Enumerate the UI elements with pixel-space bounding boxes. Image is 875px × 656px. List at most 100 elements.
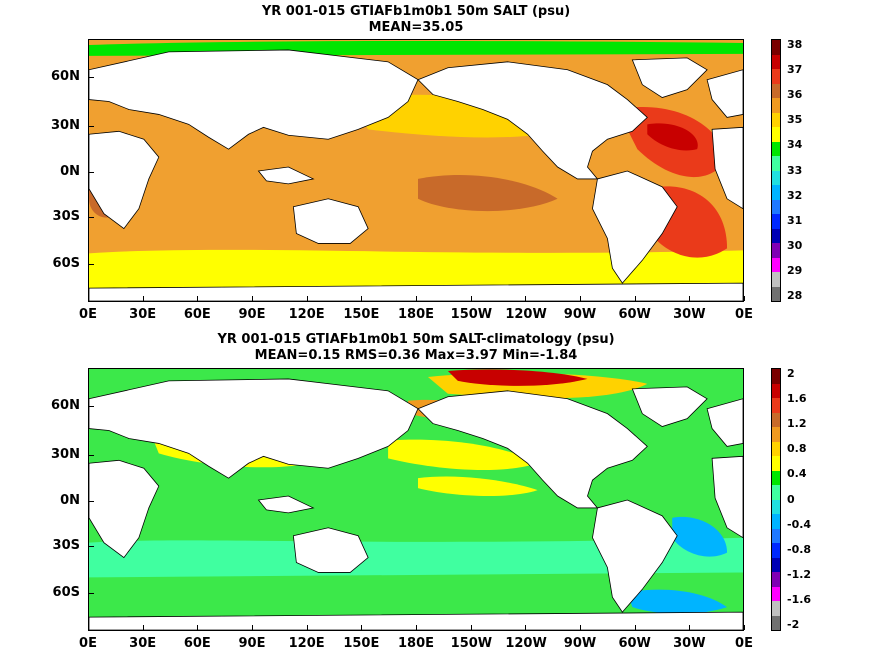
lat-tick (89, 500, 94, 502)
salinity-contour-0 (89, 249, 743, 291)
lon-label: 120W (505, 307, 547, 322)
lon-tick (689, 625, 691, 630)
panel2-title-line2: MEAN=0.15 RMS=0.36 Max=3.97 Min=-1.84 (254, 348, 578, 363)
landmass-2 (592, 170, 678, 284)
colorbar-label: 1.6 (787, 392, 807, 406)
lon-tick (142, 296, 144, 301)
colorbar-swatch (772, 615, 780, 630)
colorbar-swatch (772, 199, 780, 214)
lat-label-60S: 60S (52, 584, 80, 600)
landmass-1 (631, 386, 708, 427)
colorbar-label: 36 (787, 88, 803, 102)
lon-label: 150E (343, 307, 380, 322)
lon-tick (197, 625, 199, 630)
colorbar-swatch (772, 427, 780, 442)
colorbar-swatch (772, 528, 780, 543)
lat-label-30S: 30S (52, 537, 80, 553)
colorbar-swatch (772, 170, 780, 185)
lat-label-30S: 30S (52, 208, 80, 224)
colorbar-label: -2 (787, 618, 800, 631)
lon-label: 120E (288, 307, 325, 322)
lon-tick (744, 296, 745, 301)
lon-label: 60W (618, 636, 651, 651)
colorbar-swatch (772, 441, 780, 456)
colorbar-label: 30 (787, 238, 803, 252)
lon-label: 120W (505, 636, 547, 651)
lat-label-0N: 0N (60, 492, 80, 508)
landmass-2 (592, 499, 678, 613)
colorbar-label: -0.4 (787, 517, 812, 531)
colorbar-label: 34 (787, 138, 803, 152)
lat-tick (89, 171, 94, 173)
lon-label: 0E (735, 307, 753, 322)
lon-tick (525, 296, 527, 301)
lat-label-30N: 30N (51, 117, 80, 133)
lon-tick (470, 625, 472, 630)
colorbar-swatch (772, 383, 780, 398)
lon-label: 0E (79, 636, 97, 651)
colorbar-swatch (772, 127, 780, 142)
lat-label-0N: 0N (60, 163, 80, 179)
landmass-7 (292, 527, 369, 573)
landmass-4 (706, 69, 743, 118)
colorbar-swatch (772, 243, 780, 258)
colorbar-swatch (772, 485, 780, 500)
lon-tick (689, 296, 691, 301)
lon-tick (416, 296, 417, 301)
landmass-8 (257, 495, 315, 514)
colorbar-label: 29 (787, 263, 803, 277)
colorbar-swatch (772, 557, 780, 572)
lon-label: 30W (673, 307, 706, 322)
landmass-4 (706, 398, 743, 447)
salinity-contour-7 (627, 589, 728, 614)
colorbar-label: 37 (787, 63, 803, 77)
colorbar-label: 2 (787, 367, 795, 380)
lon-tick (306, 296, 308, 301)
panel1-title-line1: YR 001-015 GTIAFb1m0b1 50m SALT (psu) (261, 4, 571, 19)
lat-tick (89, 406, 94, 408)
lon-tick (470, 296, 472, 301)
landmass-3 (89, 49, 419, 150)
colorbar-swatch (772, 286, 780, 301)
lat-label-60N: 60N (51, 69, 80, 85)
lon-label: 60W (618, 307, 651, 322)
colorbar-swatch (772, 499, 780, 514)
lon-label: 0E (79, 307, 97, 322)
colorbar-swatch (772, 470, 780, 485)
lon-tick (142, 625, 144, 630)
colorbar-label: -0.8 (787, 542, 812, 556)
colorbar-swatch (772, 586, 780, 601)
colorbar-swatch (772, 156, 780, 171)
lat-tick (89, 125, 94, 127)
landmass-0 (417, 390, 648, 509)
lon-tick (306, 625, 308, 630)
colorbar-label: 31 (787, 213, 803, 227)
lon-label: 60E (183, 307, 211, 322)
salinity-contour-8 (417, 476, 538, 496)
lon-label: 90E (238, 307, 266, 322)
colorbar-label: 35 (787, 113, 803, 127)
landmass-0 (417, 61, 648, 180)
colorbar-swatch (772, 112, 780, 127)
salinity-contour-2 (417, 175, 558, 212)
colorbar-swatch (772, 54, 780, 69)
lon-label: 30E (129, 636, 157, 651)
colorbar-label: -1.6 (787, 592, 812, 606)
colorbar-label: 28 (787, 289, 803, 302)
colorbar-label: 0 (787, 492, 795, 506)
lon-label: 90E (238, 636, 266, 651)
lon-tick (416, 625, 417, 630)
lon-tick (634, 296, 636, 301)
colorbar-swatch (772, 369, 780, 384)
colorbar-label: -1.2 (787, 567, 812, 581)
colorbar-swatch (772, 83, 780, 98)
lon-tick (88, 625, 89, 630)
lat-label-60N: 60N (51, 398, 80, 414)
lon-label: 180E (397, 307, 435, 322)
lon-label: 60E (183, 636, 211, 651)
lat-tick (89, 454, 94, 456)
salinity-contour-4 (447, 369, 588, 386)
salinity-field (89, 40, 743, 301)
lat-tick (89, 592, 94, 594)
colorbar-swatch (772, 69, 780, 84)
